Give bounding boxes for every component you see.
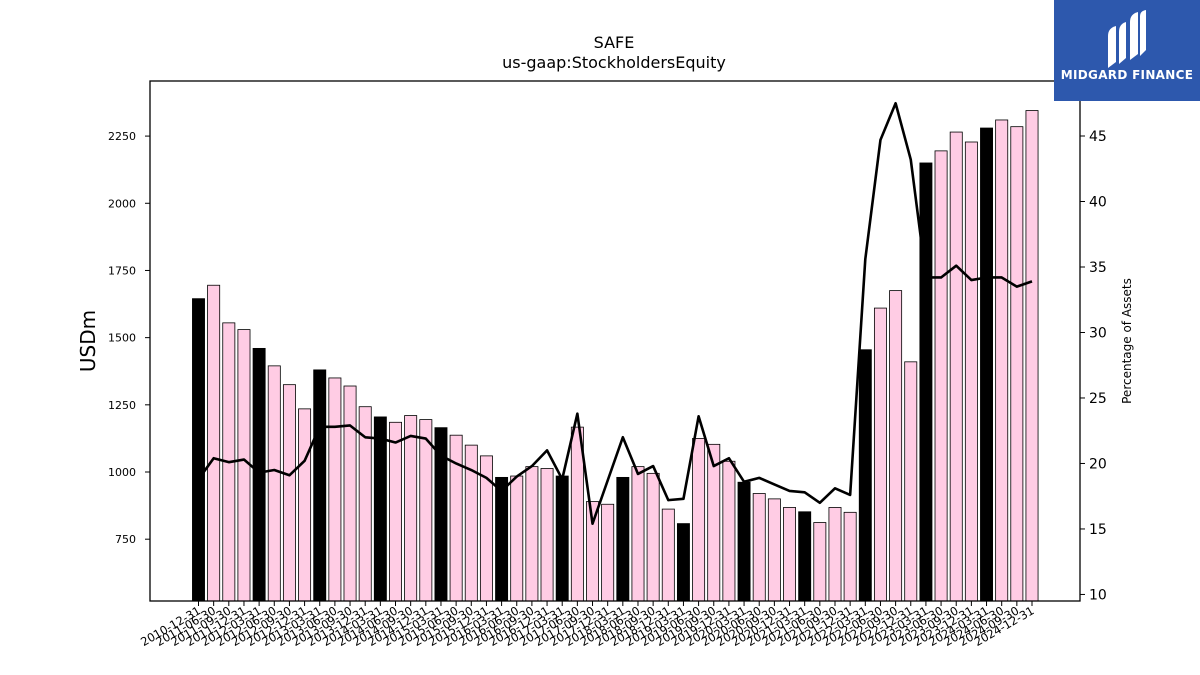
bar	[646, 472, 660, 602]
bar	[843, 511, 857, 602]
bar	[495, 476, 509, 602]
y2-axis-label: Percentage of Assets	[1120, 278, 1134, 404]
bar	[904, 361, 918, 602]
y-tick-label: 2000	[108, 197, 136, 210]
logo-text: MIDGARD FINANCE	[1060, 68, 1194, 82]
bar	[919, 162, 933, 602]
bar	[1025, 110, 1039, 602]
bar	[419, 419, 433, 602]
bar	[282, 384, 296, 602]
y-tick-label: 1250	[108, 399, 136, 412]
y2-tick-label: 35	[1089, 260, 1107, 276]
bar	[813, 522, 827, 602]
y2-tick-label: 25	[1089, 391, 1107, 407]
bar	[555, 475, 569, 602]
brand-logo: MIDGARD FINANCE	[1054, 0, 1200, 101]
logo-icon	[1108, 10, 1146, 68]
bar	[767, 498, 781, 602]
bar	[722, 460, 736, 602]
bar	[404, 415, 418, 602]
bar	[343, 385, 357, 602]
y2-tick-label: 40	[1089, 195, 1107, 211]
y2-tick-label: 45	[1089, 129, 1107, 145]
bar	[389, 421, 402, 602]
bar	[661, 508, 675, 602]
bar	[267, 365, 281, 602]
y-tick-label: 1750	[108, 264, 136, 277]
plot-frame	[149, 80, 1081, 602]
bar	[328, 377, 342, 602]
bar	[601, 503, 615, 602]
bar	[510, 475, 524, 602]
bar	[252, 347, 266, 602]
bar	[828, 507, 842, 602]
line-series	[197, 101, 1033, 526]
bar	[616, 476, 630, 602]
bar	[889, 290, 903, 602]
y-axis-label: USDm	[76, 310, 100, 372]
bar	[313, 369, 327, 602]
bar	[980, 127, 993, 602]
chart-subtitle: us-gaap:StockholdersEquity	[502, 53, 726, 72]
chart-title: SAFE	[594, 33, 635, 52]
bar	[873, 307, 887, 602]
y-tick-label: 750	[115, 533, 136, 546]
bar	[298, 408, 312, 602]
bar	[964, 141, 978, 602]
bar	[540, 468, 554, 602]
bar-series	[192, 110, 1039, 602]
bar	[373, 416, 387, 602]
x-axis: 2010-12-312011-06-302011-09-302011-12-31…	[138, 601, 1037, 649]
bar	[783, 507, 796, 602]
y-tick-label: 2250	[108, 130, 136, 143]
y-tick-label: 1000	[108, 466, 136, 479]
bar	[707, 443, 721, 602]
y2-axis: 10 15 20 25 30 35 40 45	[1080, 129, 1107, 603]
bar	[737, 481, 751, 602]
bar	[692, 438, 706, 602]
bar	[995, 119, 1009, 602]
bar	[1010, 126, 1024, 602]
y2-tick-label: 20	[1089, 456, 1107, 472]
bar	[192, 298, 205, 602]
bar	[858, 349, 872, 602]
y-axis: 750 1000 1250 1500 1750 2000 2250	[108, 130, 150, 546]
bar	[949, 131, 963, 602]
y2-tick-label: 10	[1089, 587, 1107, 603]
bar	[752, 493, 766, 602]
percentage-line	[197, 101, 1033, 526]
bar	[237, 329, 251, 602]
bar	[934, 150, 948, 602]
y2-tick-label: 30	[1089, 325, 1107, 341]
bar	[631, 466, 645, 602]
bar	[525, 466, 539, 602]
bar	[676, 523, 690, 602]
bar	[207, 284, 221, 602]
y2-tick-label: 15	[1089, 522, 1107, 538]
y-tick-label: 1500	[108, 332, 136, 345]
bar	[798, 511, 812, 602]
